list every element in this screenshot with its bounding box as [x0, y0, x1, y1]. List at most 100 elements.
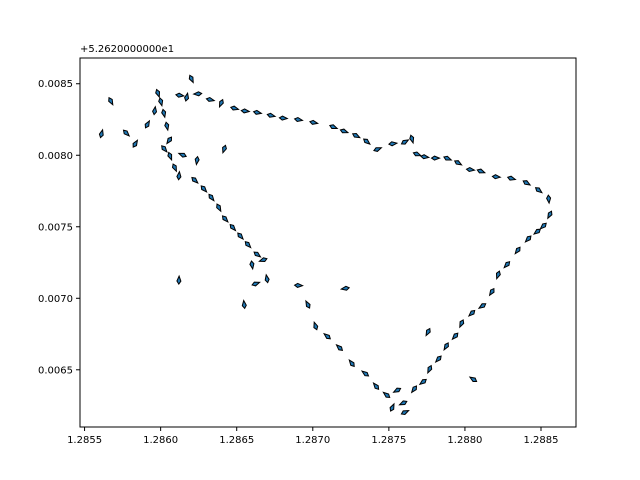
data-point-arrow: [167, 151, 173, 162]
y-tick-label: 0.0085: [38, 79, 73, 90]
data-point-arrow: [488, 287, 495, 297]
data-point-arrow: [177, 152, 188, 158]
data-point-arrow: [188, 74, 194, 84]
data-point-arrow: [176, 170, 182, 181]
data-point-arrow: [412, 151, 423, 157]
data-point-arrow: [491, 174, 502, 180]
data-point-arrow: [351, 132, 362, 139]
data-point-arrow: [251, 281, 261, 287]
y-tick-label: 0.0075: [38, 222, 73, 233]
data-point-arrow: [468, 376, 478, 382]
data-point-arrow: [467, 309, 476, 317]
data-point-arrow: [171, 163, 177, 173]
data-point-arrow: [398, 400, 408, 406]
data-point-arrow: [293, 282, 304, 288]
data-point-arrow: [166, 136, 173, 145]
data-point-arrow: [122, 129, 131, 137]
data-point-arrow: [184, 91, 190, 102]
data-point-arrow: [427, 364, 433, 375]
data-point-arrow: [418, 378, 427, 386]
data-point-arrow: [524, 235, 532, 243]
data-point-arrow: [244, 241, 252, 249]
y-tick-label: 0.0070: [38, 294, 73, 305]
data-point-arrow: [218, 98, 224, 109]
data-point-arrow: [389, 402, 395, 412]
data-point-arrow: [335, 343, 344, 352]
y-axis-offset-label: +5.2620000000e1: [80, 44, 174, 55]
data-point-arrow: [443, 342, 449, 351]
data-point-arrow: [192, 91, 203, 97]
data-point-arrow: [132, 139, 139, 148]
data-point-arrow: [372, 382, 380, 391]
axes-frame: [79, 57, 577, 428]
data-point-arrow: [229, 105, 240, 111]
x-tick-label: 1.2885: [524, 435, 559, 446]
data-point-arrow: [392, 387, 402, 393]
axis-ticks: 1.2855 1.2860 1.2865 1.2870 1.2875 1.2880 1.28…: [38, 79, 559, 446]
data-point-arrow: [152, 105, 158, 116]
x-tick-label: 1.2870: [295, 435, 330, 446]
y-tick-label: 0.0065: [38, 365, 73, 376]
data-point-arrow: [339, 285, 351, 291]
data-point-arrow: [506, 175, 517, 181]
data-point-arrow: [240, 108, 251, 114]
data-point-arrow: [253, 251, 262, 258]
data-point-arrow: [546, 194, 552, 205]
data-point-arrow: [400, 139, 410, 145]
data-point-arrow: [514, 246, 521, 255]
data-point-arrow: [425, 327, 431, 337]
data-point-arrow: [360, 370, 370, 377]
x-tick-label: 1.2865: [219, 435, 254, 446]
data-point-arrow: [410, 385, 418, 394]
data-marks: [98, 74, 553, 416]
x-tick-label: 1.2880: [447, 435, 482, 446]
data-point-arrow: [451, 332, 459, 341]
data-point-arrow: [161, 108, 167, 119]
data-point-arrow: [221, 215, 229, 223]
data-point-arrow: [534, 187, 543, 194]
data-point-arrow: [453, 160, 463, 166]
data-point-arrow: [339, 128, 350, 134]
data-point-arrow: [388, 141, 399, 147]
data-point-arrow: [237, 232, 244, 241]
data-point-arrow: [382, 391, 391, 398]
data-point-arrow: [191, 176, 199, 184]
data-point-arrow: [459, 319, 465, 329]
data-point-arrow: [200, 185, 208, 193]
data-point-arrow: [476, 168, 487, 174]
data-point-arrow: [252, 109, 263, 115]
data-point-arrow: [208, 193, 215, 202]
data-point-arrow: [477, 303, 487, 309]
data-point-arrow: [266, 112, 277, 118]
data-point-arrow: [430, 155, 441, 161]
data-point-arrow: [547, 210, 553, 220]
data-point-arrow: [328, 124, 339, 129]
data-point-arrow: [258, 257, 268, 263]
x-tick-label: 1.2875: [371, 435, 406, 446]
data-point-arrow: [175, 92, 186, 98]
y-tick-label: 0.0080: [38, 151, 73, 162]
data-point-arrow: [222, 144, 227, 155]
data-point-arrow: [241, 299, 247, 310]
data-point-arrow: [323, 332, 331, 340]
data-point-arrow: [305, 299, 311, 309]
data-point-arrow: [249, 260, 255, 271]
data-point-arrow: [229, 223, 237, 232]
data-point-arrow: [293, 116, 304, 123]
data-point-arrow: [194, 155, 200, 166]
x-tick-label: 1.2855: [67, 435, 102, 446]
data-point-arrow: [155, 88, 161, 99]
data-point-arrow: [161, 145, 168, 153]
data-point-arrow: [348, 359, 355, 368]
data-point-arrow: [465, 167, 476, 173]
x-tick-label: 1.2860: [143, 435, 178, 446]
data-point-arrow: [373, 147, 383, 152]
data-point-arrow: [278, 115, 289, 121]
data-point-arrow: [313, 320, 319, 331]
data-point-arrow: [144, 119, 151, 129]
data-point-arrow: [409, 134, 415, 145]
data-point-arrow: [522, 180, 532, 186]
data-point-arrow: [164, 121, 170, 132]
data-point-arrow: [205, 96, 216, 102]
